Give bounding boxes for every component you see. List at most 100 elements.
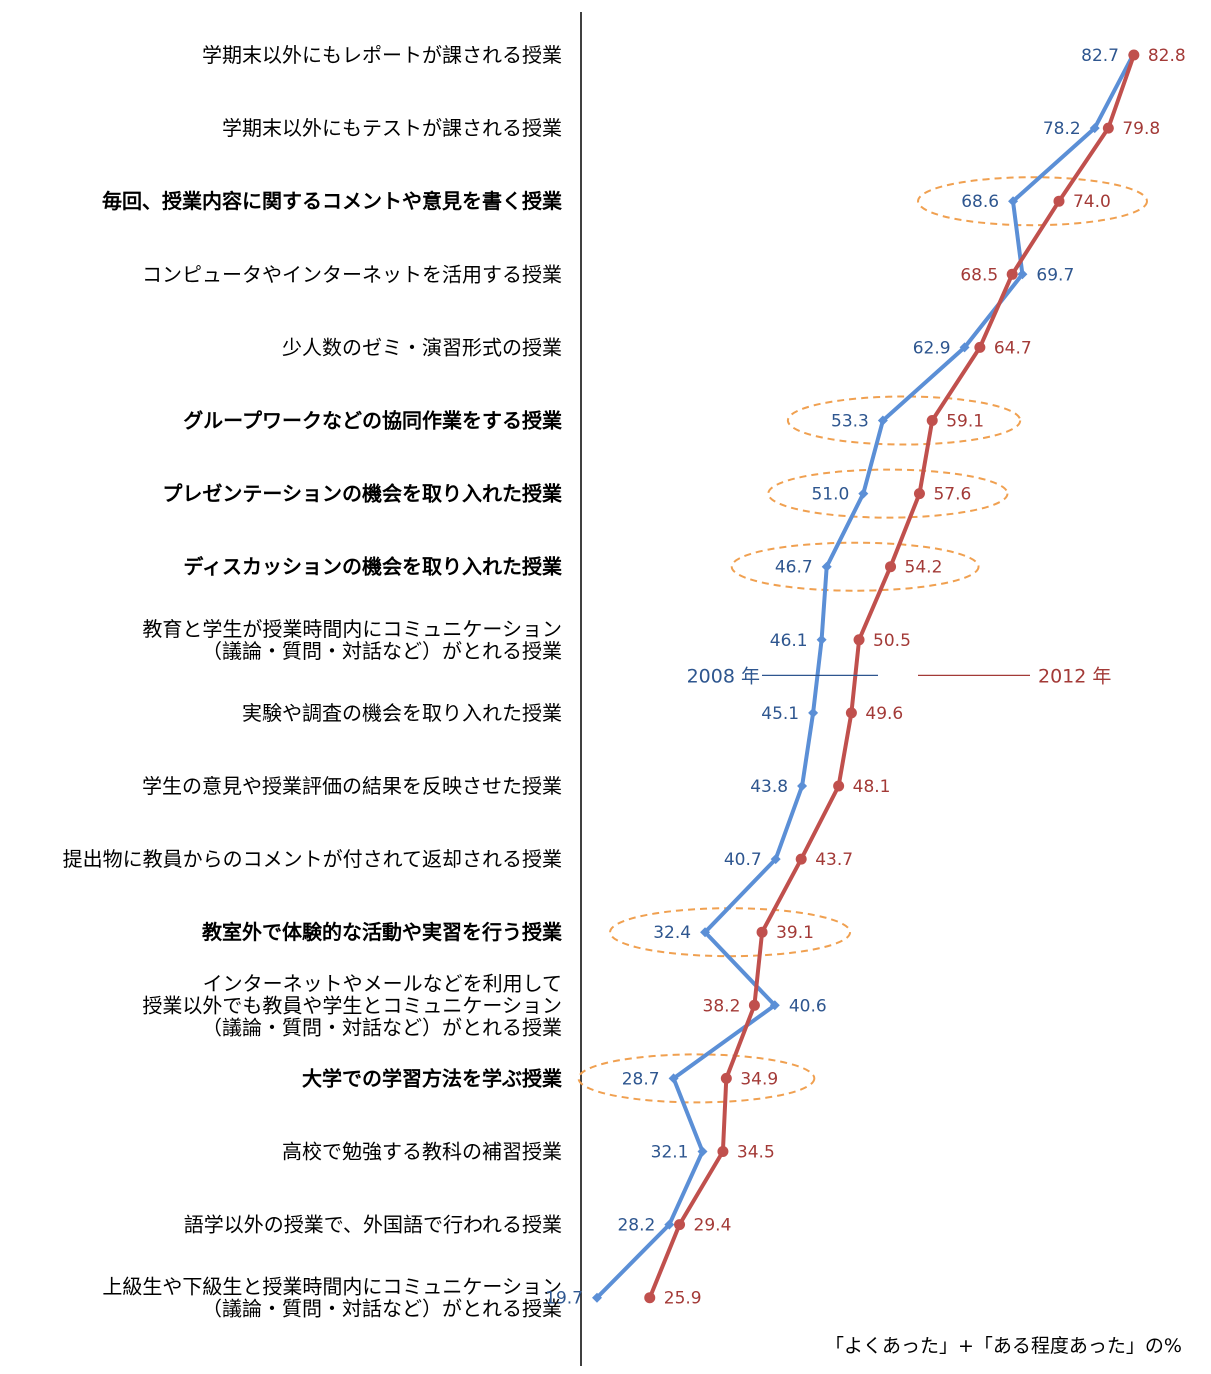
data-label-2008: 46.1 bbox=[770, 631, 808, 651]
category-label: 上級生や下級生と授業時間内にコミュニケーション bbox=[102, 1275, 562, 1299]
point-marker-2008 bbox=[664, 1219, 675, 1230]
point-marker-2012 bbox=[974, 341, 986, 353]
point-marker-2012 bbox=[833, 780, 845, 792]
point-marker-2012 bbox=[885, 561, 897, 573]
point-marker-2008 bbox=[592, 1292, 603, 1303]
data-label-2008: 32.4 bbox=[653, 923, 691, 943]
data-label-2012: 68.5 bbox=[960, 265, 998, 285]
category-labels: 学期末以外にもレポートが課される授業学期末以外にもテストが課される授業毎回、授業… bbox=[63, 43, 563, 1321]
data-label-2008: 69.7 bbox=[1036, 265, 1074, 285]
legend-label-2012: 2012 年 bbox=[1038, 665, 1111, 687]
data-label-2008: 28.7 bbox=[622, 1069, 660, 1089]
highlight-ellipse bbox=[767, 468, 1009, 519]
category-label: プレゼンテーションの機会を取り入れた授業 bbox=[162, 482, 563, 506]
category-label: （議論・質問・対話など）がとれる授業 bbox=[202, 1297, 562, 1321]
data-label-2012: 34.5 bbox=[737, 1143, 775, 1163]
point-marker-2008 bbox=[1017, 269, 1028, 280]
data-label-2008: 82.7 bbox=[1081, 46, 1119, 66]
category-label: 大学での学習方法を学ぶ授業 bbox=[302, 1066, 563, 1090]
point-marker-2012 bbox=[748, 999, 760, 1011]
data-label-2008: 46.7 bbox=[775, 558, 813, 578]
category-label: 毎回、授業内容に関するコメントや意見を書く授業 bbox=[102, 189, 563, 213]
point-marker-2008 bbox=[770, 854, 781, 865]
point-marker-2008 bbox=[697, 1146, 708, 1157]
data-label-2008: 51.0 bbox=[811, 485, 849, 505]
highlight-ellipse bbox=[917, 176, 1148, 227]
category-label: （議論・質問・対話など）がとれる授業 bbox=[202, 639, 562, 663]
point-marker-2012 bbox=[674, 1219, 686, 1231]
category-label: 教室外で体験的な活動や実習を行う授業 bbox=[202, 920, 563, 944]
data-label-2008: 40.6 bbox=[789, 996, 827, 1016]
point-marker-2012 bbox=[913, 488, 925, 500]
series-line-2012 bbox=[647, 53, 1136, 1300]
chart-note: 「よくあった」+「ある程度あった」の% bbox=[825, 1335, 1182, 1357]
point-marker-2012 bbox=[795, 853, 807, 865]
point-marker-2008 bbox=[700, 927, 711, 938]
data-label-2008: 40.7 bbox=[724, 850, 762, 870]
point-marker-2008 bbox=[821, 561, 832, 572]
data-label-2012: 54.2 bbox=[905, 558, 943, 578]
legend: 2008 年 2012 年 bbox=[687, 665, 1112, 687]
category-label: グループワークなどの協同作業をする授業 bbox=[183, 409, 563, 433]
category-label: 提出物に教員からのコメントが付されて返却される授業 bbox=[63, 847, 562, 871]
highlight-ellipse bbox=[609, 907, 852, 958]
data-label-2012: 59.1 bbox=[946, 412, 984, 432]
data-label-2008: 53.3 bbox=[831, 412, 869, 432]
data-label-2008: 28.2 bbox=[617, 1216, 655, 1236]
category-label: 学期末以外にもテストが課される授業 bbox=[222, 116, 562, 140]
point-marker-2008 bbox=[858, 488, 869, 499]
point-marker-2008 bbox=[1089, 123, 1100, 134]
point-marker-2012 bbox=[720, 1072, 732, 1084]
point-marker-2012 bbox=[1006, 268, 1018, 280]
series-markers bbox=[592, 49, 1140, 1304]
data-label-2012: 29.4 bbox=[694, 1216, 732, 1236]
category-label: 学期末以外にもレポートが課される授業 bbox=[202, 43, 562, 67]
value-labels: 82.7 82.8 78.2 79.8 68.6 74.0 69.7 68.5 62.9 64.7… bbox=[545, 46, 1186, 1309]
data-label-2008: 45.1 bbox=[761, 704, 799, 724]
category-label: 実験や調査の機会を取り入れた授業 bbox=[242, 701, 562, 725]
point-marker-2012 bbox=[756, 926, 768, 938]
point-marker-2008 bbox=[668, 1073, 679, 1084]
data-label-2012: 74.0 bbox=[1073, 192, 1111, 212]
data-label-2008: 19.7 bbox=[545, 1289, 583, 1309]
point-marker-2008 bbox=[808, 707, 819, 718]
data-label-2012: 39.1 bbox=[776, 923, 814, 943]
data-label-2012: 25.9 bbox=[664, 1289, 702, 1309]
data-label-2012: 34.9 bbox=[740, 1069, 778, 1089]
data-label-2008: 43.8 bbox=[750, 777, 788, 797]
point-marker-2012 bbox=[1053, 195, 1065, 207]
data-label-2012: 49.6 bbox=[865, 704, 903, 724]
data-label-2012: 82.8 bbox=[1148, 46, 1186, 66]
data-label-2008: 32.1 bbox=[651, 1143, 689, 1163]
data-label-2012: 50.5 bbox=[873, 631, 911, 651]
point-marker-2008 bbox=[816, 634, 827, 645]
point-marker-2012 bbox=[845, 707, 857, 719]
highlight-ellipse bbox=[577, 1053, 816, 1104]
category-label: ディスカッションの機会を取り入れた授業 bbox=[183, 555, 563, 579]
data-label-2012: 57.6 bbox=[933, 485, 971, 505]
data-label-2012: 64.7 bbox=[994, 338, 1032, 358]
point-marker-2012 bbox=[926, 415, 938, 426]
point-marker-2008 bbox=[769, 1000, 780, 1011]
point-marker-2008 bbox=[959, 342, 970, 353]
category-label: 学生の意見や授業評価の結果を反映させた授業 bbox=[142, 774, 562, 798]
data-label-2012: 43.7 bbox=[815, 850, 853, 870]
data-label-2008: 68.6 bbox=[961, 192, 999, 212]
data-label-2012: 79.8 bbox=[1122, 119, 1160, 139]
point-marker-2012 bbox=[717, 1146, 729, 1157]
category-label: 語学以外の授業で、外国語で行われる授業 bbox=[184, 1213, 562, 1237]
category-label: 教育と学生が授業時間内にコミュニケーション bbox=[142, 617, 562, 641]
highlight-ellipses bbox=[577, 176, 1148, 1104]
legend-label-2008: 2008 年 bbox=[687, 665, 760, 687]
category-label: インターネットやメールなどを利用して bbox=[203, 971, 562, 995]
series-lines bbox=[595, 53, 1136, 1300]
point-marker-2008 bbox=[797, 781, 808, 791]
category-label: 授業以外でも教員や学生とコミュニケーション bbox=[142, 993, 562, 1017]
category-label: 少人数のゼミ・演習形式の授業 bbox=[282, 335, 562, 359]
highlight-ellipse bbox=[730, 541, 980, 592]
point-marker-2012 bbox=[853, 634, 865, 646]
data-label-2008: 62.9 bbox=[913, 338, 951, 358]
point-marker-2012 bbox=[644, 1292, 656, 1304]
category-label: コンピュータやインターネットを活用する授業 bbox=[142, 262, 562, 286]
